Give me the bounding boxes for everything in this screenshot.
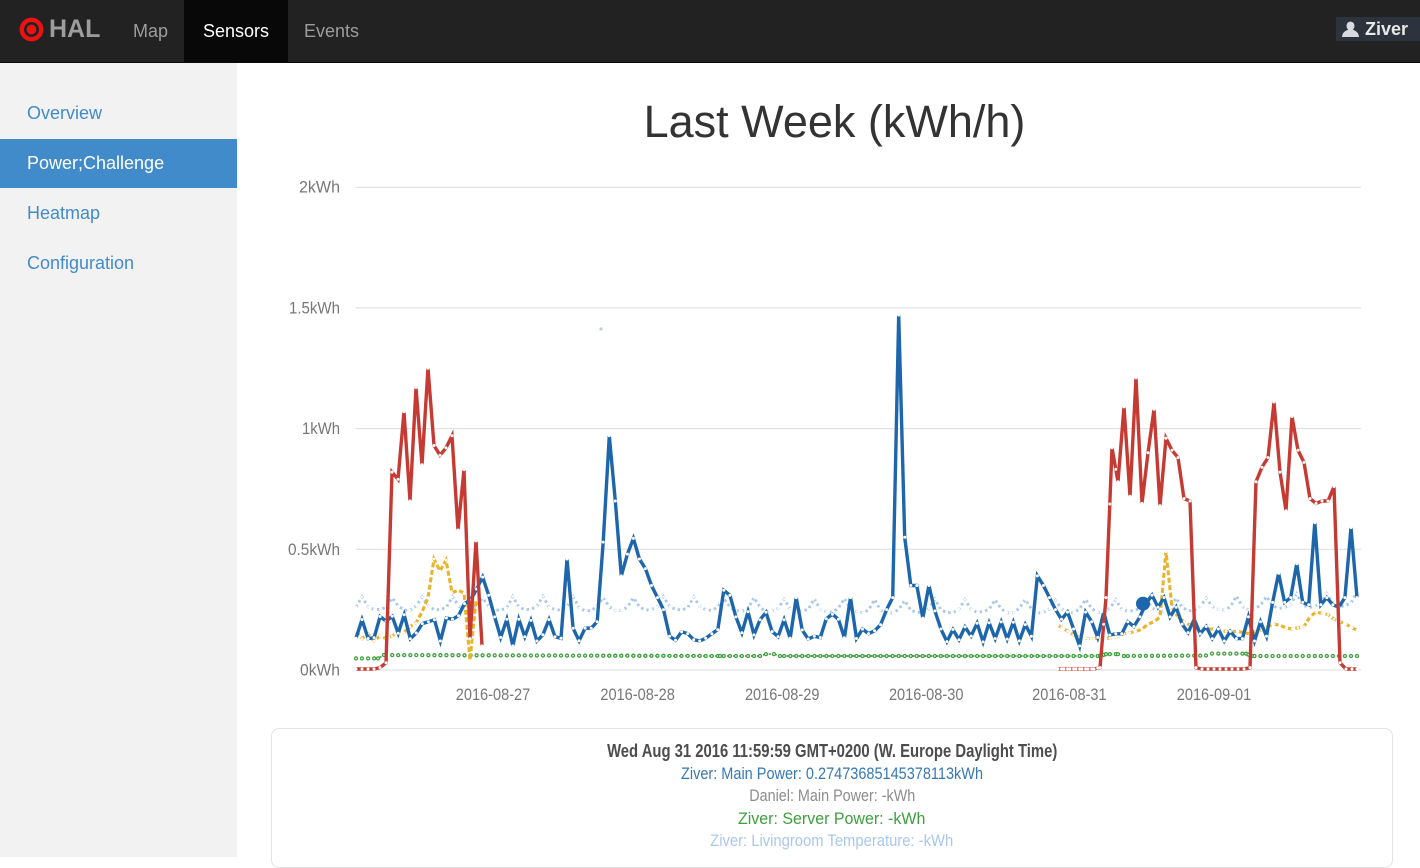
svg-text:1kWh: 1kWh	[302, 419, 340, 438]
svg-text:2016-08-27: 2016-08-27	[456, 685, 531, 704]
svg-text:2016-08-31: 2016-08-31	[1032, 685, 1107, 704]
svg-text:2016-08-28: 2016-08-28	[600, 685, 675, 704]
svg-text:2016-08-29: 2016-08-29	[745, 685, 820, 704]
svg-text:0kWh: 0kWh	[300, 661, 340, 680]
svg-text:2kWh: 2kWh	[299, 178, 340, 197]
svg-text:2016-08-30: 2016-08-30	[889, 685, 964, 704]
svg-text:0.5kWh: 0.5kWh	[288, 540, 340, 559]
svg-text:2016-09-01: 2016-09-01	[1177, 685, 1252, 704]
svg-text:1.5kWh: 1.5kWh	[289, 298, 340, 317]
